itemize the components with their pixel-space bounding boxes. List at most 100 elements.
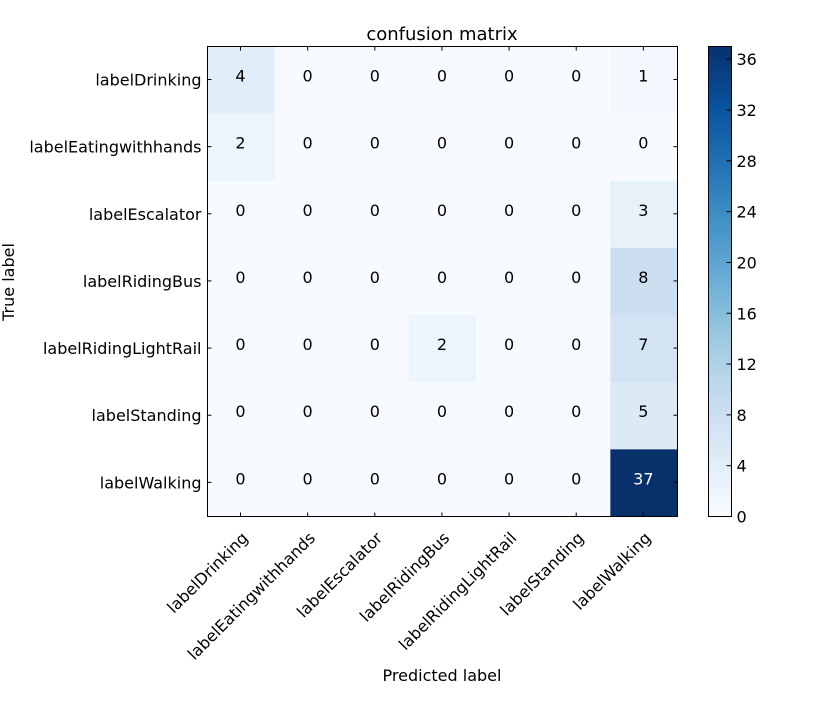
cell-value-label: 0 xyxy=(303,402,313,421)
cell-value-label: 0 xyxy=(571,201,581,220)
colorbar-tick-label: 20 xyxy=(737,253,757,272)
heatmap-cell xyxy=(274,382,343,450)
y-tick-label: labelRidingBus xyxy=(83,272,202,291)
heatmap-cell xyxy=(610,247,678,316)
cell-value-label: 0 xyxy=(571,134,581,153)
heatmap-cell xyxy=(207,180,276,249)
y-tick-label: labelDrinking xyxy=(95,71,201,90)
x-tick-label: labelRidingLightRail xyxy=(395,528,521,654)
cell-value-label: 0 xyxy=(437,201,447,220)
cell-value-label: 0 xyxy=(571,67,581,86)
cell-value-label: 0 xyxy=(303,268,313,287)
cell-value-label: 0 xyxy=(638,134,648,153)
cell-value-label: 0 xyxy=(370,67,380,86)
cell-value-label: 0 xyxy=(571,402,581,421)
heatmap-cell xyxy=(408,449,477,517)
cell-value-label: 3 xyxy=(638,201,648,220)
heatmap-cell xyxy=(207,113,276,182)
heatmap-cell xyxy=(274,247,343,316)
heatmap-cells xyxy=(207,46,678,517)
y-tick-label: labelEatingwithhands xyxy=(29,138,201,157)
colorbar-tick-label: 0 xyxy=(737,508,747,527)
cell-value-label: 0 xyxy=(437,134,447,153)
cell-value-label: 0 xyxy=(303,335,313,354)
cell-value-label: 0 xyxy=(370,201,380,220)
cell-value-label: 0 xyxy=(370,402,380,421)
cell-value-label: 0 xyxy=(303,134,313,153)
heatmap-cell xyxy=(610,113,678,182)
heatmap-cell xyxy=(476,382,544,450)
heatmap-cell xyxy=(543,113,611,182)
y-tick-label: labelEscalator xyxy=(89,205,202,224)
heatmap-cell xyxy=(543,449,611,517)
chart-title: confusion matrix xyxy=(366,24,518,45)
cell-value-label: 7 xyxy=(638,335,648,354)
heatmap-cell xyxy=(408,247,477,316)
y-tick-label: labelRidingLightRail xyxy=(43,339,202,358)
y-tick-label: labelWalking xyxy=(100,473,202,492)
heatmap-cell xyxy=(610,449,678,517)
cell-value-label: 0 xyxy=(504,469,514,488)
cell-value-label: 0 xyxy=(235,469,245,488)
heatmap-cell xyxy=(543,247,611,316)
heatmap-cell xyxy=(341,449,410,517)
heatmap-cell xyxy=(543,315,611,383)
heatmap-cell xyxy=(476,180,544,249)
colorbar-tick-label: 36 xyxy=(737,50,757,69)
cell-value-label: 0 xyxy=(504,268,514,287)
heatmap-cell xyxy=(543,382,611,450)
cell-value-label: 0 xyxy=(437,402,447,421)
cell-value-label: 37 xyxy=(633,469,653,488)
cell-value-label: 0 xyxy=(437,67,447,86)
cell-value-label: 2 xyxy=(235,134,245,153)
heatmap-cell xyxy=(341,113,410,182)
heatmap-cell xyxy=(476,449,544,517)
heatmap-cell xyxy=(543,180,611,249)
cell-value-label: 8 xyxy=(638,268,648,287)
heatmap-cell xyxy=(274,180,343,249)
heatmap-cell-labels: 4 0 0 0 0 0 1 2 0 0 0 0 0 0 0 0 0 0 0 0 3 0 0 0 0 0 0 8 0 0 0 2 0 0 7 0 0 0 0 0… xyxy=(235,67,653,489)
colorbar-tick-label: 8 xyxy=(737,406,747,425)
cell-value-label: 0 xyxy=(370,268,380,287)
cell-value-label: 0 xyxy=(571,268,581,287)
colorbar-tick-label: 4 xyxy=(737,457,747,476)
heatmap-cell xyxy=(408,315,477,383)
heatmap-cell xyxy=(207,449,276,517)
heatmap-cell xyxy=(476,113,544,182)
heatmap-cell xyxy=(408,382,477,450)
colorbar-tick-label: 28 xyxy=(737,152,757,171)
heatmap-cell xyxy=(341,180,410,249)
colorbar-frame xyxy=(708,46,732,517)
y-axis-label: True label xyxy=(0,243,18,322)
heatmap-cell xyxy=(476,46,544,115)
colorbar-tick-label: 32 xyxy=(737,101,757,120)
cell-value-label: 0 xyxy=(235,201,245,220)
heatmap-cell xyxy=(408,113,477,182)
cell-value-label: 5 xyxy=(638,402,648,421)
x-axis-label: Predicted label xyxy=(383,666,502,685)
heatmap-cell xyxy=(543,46,611,115)
cell-value-label: 0 xyxy=(303,201,313,220)
colorbar-ticks: 0 4 8 12 16 20 24 28 32 36 xyxy=(726,50,757,527)
cell-value-label: 0 xyxy=(303,67,313,86)
cell-value-label: 0 xyxy=(370,134,380,153)
cell-value-label: 0 xyxy=(504,134,514,153)
cell-value-label: 0 xyxy=(504,335,514,354)
cell-value-label: 0 xyxy=(504,402,514,421)
heatmap-cell xyxy=(408,46,477,115)
heatmap-cell xyxy=(341,247,410,316)
cell-value-label: 0 xyxy=(235,335,245,354)
heatmap-cell xyxy=(207,315,276,383)
colorbar-tick-label: 12 xyxy=(737,355,757,374)
heatmap-cell xyxy=(274,46,343,115)
colorbar-tick-label: 24 xyxy=(737,203,757,222)
heatmap-cell xyxy=(610,180,678,249)
cell-value-label: 4 xyxy=(235,67,245,86)
x-tick-label: labelEatingwithhands xyxy=(184,528,319,663)
heatmap-cell xyxy=(610,382,678,450)
colorbar-gradient xyxy=(708,46,731,516)
cell-value-label: 0 xyxy=(571,469,581,488)
cell-value-label: 0 xyxy=(504,67,514,86)
heatmap-cell xyxy=(274,315,343,383)
